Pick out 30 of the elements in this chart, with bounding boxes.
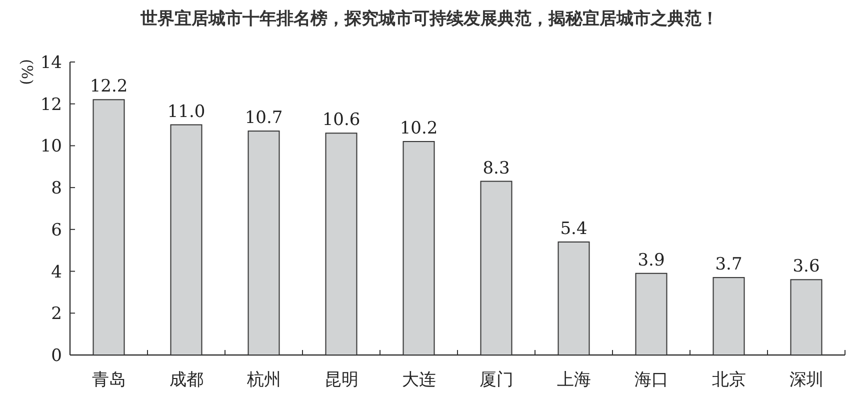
- x-tick-label: 上海: [556, 370, 591, 390]
- data-label: 12.2: [90, 76, 128, 97]
- data-label: 11.0: [167, 102, 206, 122]
- y-tick-label: 0: [51, 346, 62, 366]
- x-tick-label: 深圳: [789, 370, 824, 390]
- x-tick-label: 北京: [712, 370, 746, 390]
- y-tick-label: 14: [40, 53, 62, 73]
- data-label: 10.6: [322, 110, 360, 130]
- x-tick-label: 昆明: [324, 370, 358, 390]
- y-tick-label: 4: [51, 262, 62, 282]
- data-label: 3.7: [715, 254, 742, 275]
- x-tick-label: 厦门: [479, 370, 514, 390]
- y-tick-label: 6: [51, 220, 62, 240]
- y-tick-label: 2: [51, 304, 62, 324]
- x-tick-label: 青岛: [92, 370, 126, 390]
- y-tick-label: 12: [40, 94, 62, 115]
- x-tick-label: 海口: [634, 370, 668, 390]
- x-tick-label: 成都: [169, 370, 204, 390]
- data-label: 3.9: [638, 250, 665, 270]
- data-label: 8.3: [482, 158, 510, 178]
- x-tick-label: 大连: [402, 370, 436, 390]
- data-label: 3.6: [792, 256, 820, 277]
- x-tick-label: 杭州: [246, 370, 281, 390]
- y-axis-title: (%): [18, 59, 36, 85]
- data-label: 10.7: [244, 108, 283, 128]
- data-label: 5.4: [560, 218, 588, 239]
- y-tick-label: 8: [51, 178, 62, 199]
- data-label: 10.2: [400, 118, 438, 139]
- chart-title: 世界宜居城市十年排名榜，探究城市可持续发展典范，揭秘宜居城市之典范！: [140, 9, 718, 29]
- y-tick-label: 10: [40, 136, 62, 157]
